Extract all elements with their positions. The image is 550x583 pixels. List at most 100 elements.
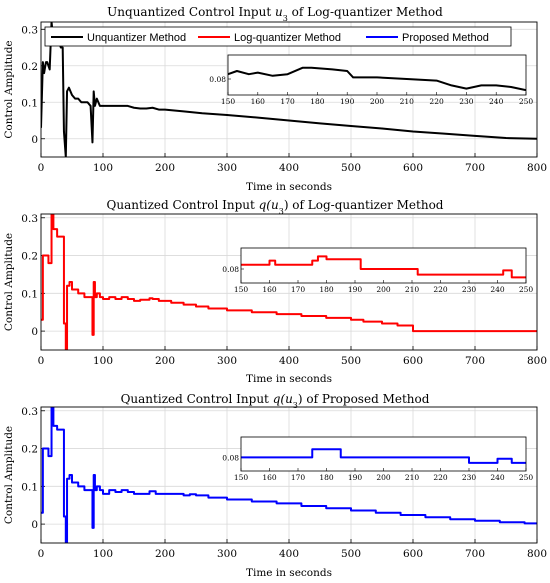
x-tick-label: 0 [38,162,45,174]
inset-x-tick-label: 220 [429,97,444,106]
inset-frame [240,436,527,472]
inset-x-tick-label: 250 [519,285,534,294]
inset-x-tick-label: 180 [319,473,334,482]
y-tick-label: 0 [31,326,38,338]
x-tick-label: 500 [341,355,361,367]
x-tick-label: 200 [155,548,175,560]
x-tick-label: 300 [217,355,237,367]
inset-x-tick-label: 190 [340,97,355,106]
y-tick-label: 0.1 [21,481,38,493]
plot-frame [40,213,538,351]
legend-box [44,26,512,47]
y-tick-label: 0.2 [21,251,38,263]
y-tick-label: 0.1 [21,97,38,109]
inset-y-tick-label: 0.08 [222,265,239,274]
inset-x-tick-label: 220 [433,285,448,294]
series-line [41,214,537,350]
inset-x-tick-label: 230 [462,473,477,482]
inset-series-line [241,448,526,464]
chart-title: Quantized Control Input q(u3) of Propose… [121,392,430,410]
inset-series-line [241,255,526,279]
x-tick-label: 100 [93,548,113,560]
inset-x-tick-label: 180 [310,97,325,106]
chart-panel-3: Quantized Control Input q(u3) of Propose… [3,392,547,579]
x-tick-label: 700 [465,162,485,174]
x-tick-label: 700 [465,355,485,367]
inset-x-tick-label: 200 [370,97,385,106]
y-tick-label: 0.3 [21,24,38,36]
inset-x-tick-label: 160 [262,285,277,294]
x-tick-label: 300 [217,162,237,174]
y-tick-label: 0.3 [21,406,38,418]
inset-x-tick-label: 150 [234,473,249,482]
inset-x-tick-label: 200 [376,285,391,294]
x-tick-label: 100 [93,355,113,367]
plot-frame [40,21,538,158]
inset-x-tick-label: 190 [348,473,363,482]
y-tick-label: 0.3 [21,213,38,225]
inset-frame [240,247,527,284]
x-axis-label: Time in seconds [246,181,332,193]
inset-x-tick-label: 210 [405,473,420,482]
x-tick-label: 400 [279,548,299,560]
inset-x-tick-label: 250 [519,97,534,106]
legend: Unquantizer Method Log-quantizer Method Pr… [44,26,512,47]
x-tick-label: 600 [403,355,423,367]
chart-panel-2: Quantized Control Input q(u3) of Log-qua… [3,198,547,385]
x-tick-label: 500 [341,162,361,174]
inset-x-tick-label: 230 [462,285,477,294]
x-tick-label: 200 [155,355,175,367]
x-tick-label: 800 [527,162,547,174]
inset-background [241,437,526,471]
x-axis-label: Time in seconds [246,373,332,385]
inset-y-tick-label: 0.08 [222,453,239,462]
legend-label: Log-quantizer Method [234,32,341,44]
inset-x-tick-label: 160 [251,97,266,106]
x-tick-label: 300 [217,548,237,560]
y-tick-label: 0.2 [21,444,38,456]
inset-x-tick-label: 180 [319,285,334,294]
x-tick-label: 0 [38,548,45,560]
inset-series-line [228,66,526,92]
y-axis-label: Control Amplitude [3,426,15,524]
y-axis-label: Control Amplitude [3,40,15,138]
x-tick-label: 700 [465,548,485,560]
x-tick-label: 600 [403,548,423,560]
inset-frame [227,54,527,96]
x-tick-label: 600 [403,162,423,174]
x-tick-label: 0 [38,355,45,367]
inset-x-tick-label: 170 [280,97,295,106]
x-tick-label: 800 [527,355,547,367]
inset-x-tick-label: 160 [262,473,277,482]
y-tick-label: 0 [31,519,38,531]
x-tick-label: 200 [155,162,175,174]
y-axis-label: Control Amplitude [3,233,15,331]
inset-x-tick-label: 240 [489,97,504,106]
zoom-inset: 150 160 170 180 190 200 210 220 230 240 250 0.08 [222,436,534,482]
zoom-inset: 150 160 170 180 190 200 210 220 230 240 250 0.08 [222,247,534,294]
x-tick-label: 400 [279,162,299,174]
inset-x-tick-label: 240 [490,473,505,482]
inset-x-tick-label: 240 [490,285,505,294]
inset-x-tick-label: 170 [291,473,306,482]
x-tick-label: 800 [527,548,547,560]
y-tick-label: 0.1 [21,288,38,300]
plot-frame [40,406,538,544]
inset-x-tick-label: 230 [459,97,474,106]
inset-x-tick-label: 210 [405,285,420,294]
inset-y-tick-label: 0.08 [209,75,226,84]
x-tick-label: 500 [341,548,361,560]
inset-x-tick-label: 210 [400,97,415,106]
inset-x-tick-label: 250 [519,473,534,482]
inset-x-tick-label: 200 [376,473,391,482]
y-tick-label: 0.2 [21,61,38,73]
legend-label: Unquantizer Method [87,32,186,44]
x-tick-label: 100 [93,162,113,174]
chart-panel-1: Unquantized Control Input u3 of Log-quan… [3,5,547,193]
chart-title: Unquantized Control Input u3 of Log-quan… [107,5,443,23]
zoom-inset: 150 160 170 180 190 200 210 220 230 240 250 0.08 [209,54,534,106]
legend-label: Proposed Method [402,32,489,44]
x-tick-label: 400 [279,355,299,367]
x-axis-label: Time in seconds [246,567,332,579]
